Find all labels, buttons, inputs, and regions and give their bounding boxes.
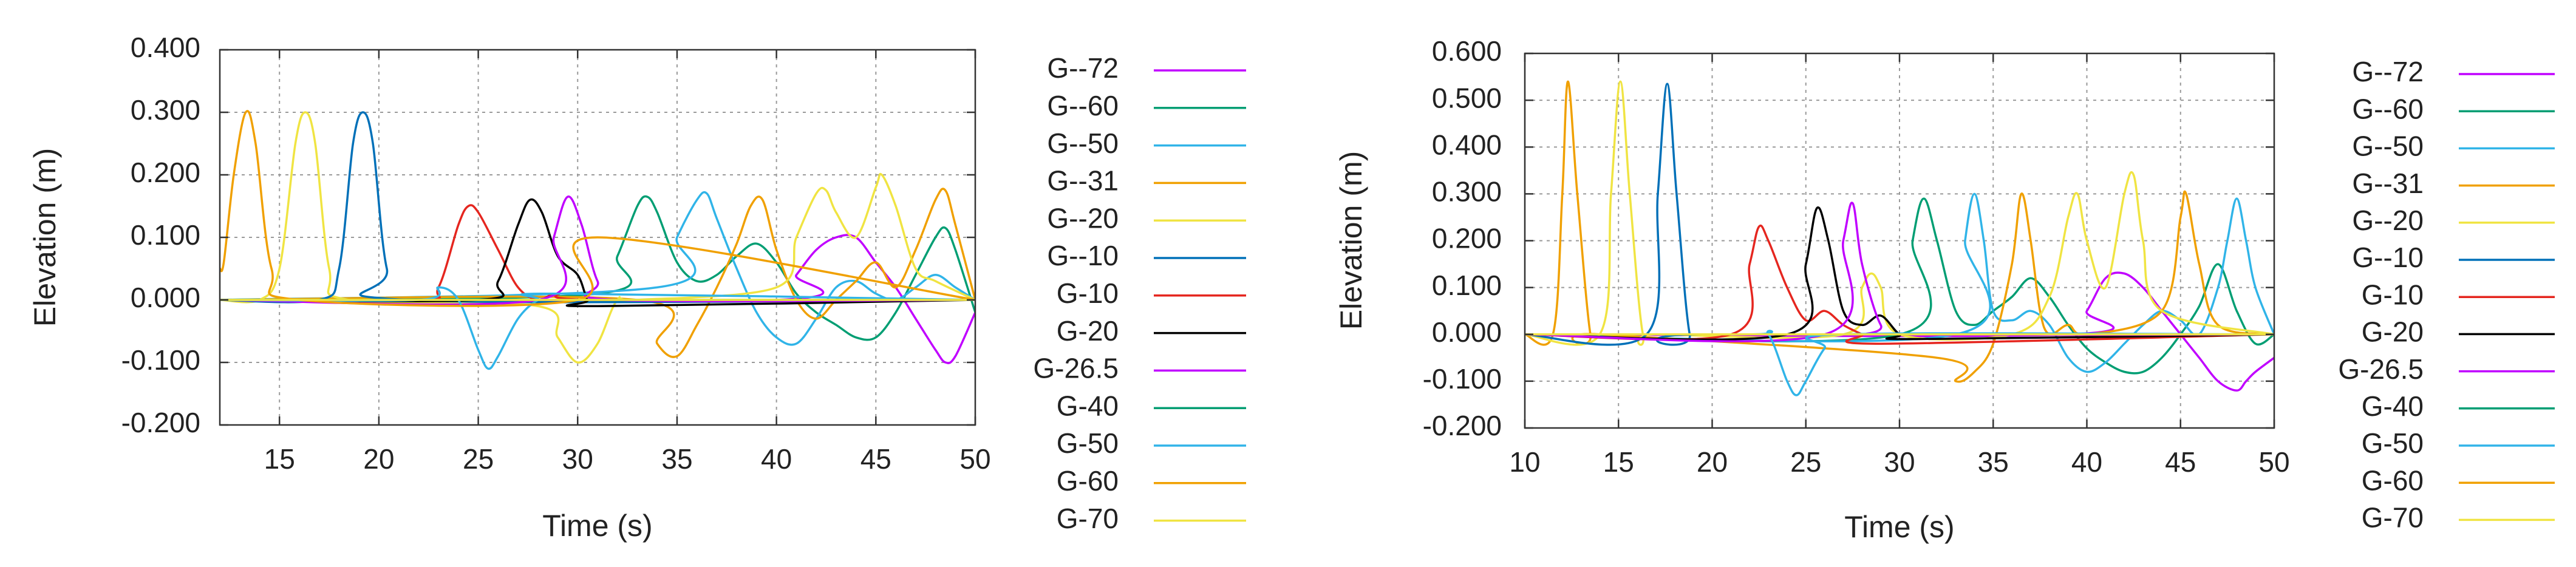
series-line-g-10 <box>1525 225 2274 345</box>
legend-label-g-26-5: G-26.5 <box>1033 353 1119 384</box>
legend-label-g-72: G--72 <box>2352 56 2424 87</box>
y-tick-label: 0.100 <box>131 219 200 251</box>
series-line-g-20 <box>1525 206 2274 341</box>
legend-label-g-20: G--20 <box>1047 202 1119 234</box>
legend-label-g-60: G-60 <box>2362 464 2424 496</box>
y-axis-title: Elevation (m) <box>28 148 62 327</box>
legend-label-g-50: G-50 <box>2362 427 2424 459</box>
legend-label-g-10: G-10 <box>1057 277 1119 309</box>
legend-label-g-60: G--60 <box>1047 90 1119 121</box>
legend-label-g-70: G-70 <box>1057 503 1119 534</box>
y-tick-label: -0.100 <box>1423 363 1502 395</box>
legend-label-g-31: G--31 <box>2352 168 2424 199</box>
chart-panel-right: 10 15 20 25 30 35 40 45 50 -0.200 -0.100 0.000 0.100… <box>1288 0 2576 567</box>
legend-label-g-50: G-50 <box>1057 427 1119 459</box>
legend: G--72 G--60 G--50 G--31 G--20 G--10 G-10 G-20 G-… <box>2338 56 2555 534</box>
y-tick-label: -0.100 <box>121 344 200 376</box>
x-tick-label: 45 <box>2165 446 2196 478</box>
x-tick-label: 35 <box>661 443 692 475</box>
legend-label-g-50: G--50 <box>1047 127 1119 159</box>
x-tick-label: 50 <box>959 443 990 475</box>
y-tick-label: 0.300 <box>131 94 200 126</box>
y-tick-label: -0.200 <box>121 407 200 438</box>
series-line-g-20 <box>1525 80 2274 346</box>
y-tick-label: 0.300 <box>1432 176 1502 208</box>
legend-label-g-50: G--50 <box>2352 131 2424 162</box>
legend-label-g-20: G-20 <box>1057 315 1119 347</box>
grid-lines <box>1525 53 2274 428</box>
legend-label-g-31: G--31 <box>1047 165 1119 197</box>
x-axis-title: Time (s) <box>542 509 652 543</box>
x-tick-label: 15 <box>264 443 295 475</box>
series-group <box>220 110 975 370</box>
y-tick-label: 0.400 <box>1432 129 1502 160</box>
x-tick-label: 30 <box>562 443 593 475</box>
x-tick-label: 10 <box>1509 446 1540 478</box>
y-tick-label: 0.600 <box>1432 35 1502 67</box>
x-tick-label: 20 <box>363 443 394 475</box>
series-line-g-50 <box>220 286 975 370</box>
legend-label-g-72: G--72 <box>1047 52 1119 84</box>
x-tick-label: 25 <box>463 443 494 475</box>
series-line-g-60 <box>220 110 975 307</box>
x-tick-label: 20 <box>1697 446 1728 478</box>
series-line-g-50 <box>220 191 975 346</box>
chart-left: 15 20 25 30 35 40 45 50 -0.200 -0.100 0.000 0.100 0.… <box>28 32 1246 543</box>
series-line-g-31 <box>220 188 975 358</box>
x-tick-label: 25 <box>1790 446 1821 478</box>
x-axis-title: Time (s) <box>1844 510 1954 544</box>
x-tick-label: 50 <box>2258 446 2289 478</box>
chart-panel-left: 15 20 25 30 35 40 45 50 -0.200 -0.100 0.000 0.100 0.… <box>28 32 1246 543</box>
legend-label-g-10: G--10 <box>1047 240 1119 271</box>
y-tick-label: 0.400 <box>131 32 200 63</box>
y-tick-label: 0.000 <box>1432 316 1502 348</box>
y-tick-label: 0.000 <box>131 282 200 313</box>
legend-label-g-40: G-40 <box>2362 390 2424 422</box>
legend-label-g-60: G-60 <box>1057 465 1119 497</box>
legend-label-g-70: G-70 <box>2362 502 2424 534</box>
y-tick-label: 0.500 <box>1432 82 1502 114</box>
y-tick-label: 0.200 <box>1432 223 1502 254</box>
legend-label-g-60: G--60 <box>2352 93 2424 124</box>
y-tick-label: 0.200 <box>131 157 200 188</box>
series-line-g-31 <box>1525 80 2274 383</box>
series-group <box>1525 80 2274 396</box>
y-axis-title: Elevation (m) <box>1334 151 1368 330</box>
legend: G--72 G--60 G--50 G--31 G--20 G--10 G-10 G-20 G-… <box>1033 52 1246 534</box>
legend-label-g-26-5: G-26.5 <box>2338 353 2424 385</box>
legend-label-g-20: G-20 <box>2362 316 2424 348</box>
x-tick-label: 35 <box>1978 446 2009 478</box>
series-line-g-60 <box>220 195 975 341</box>
legend-label-g-10: G-10 <box>2362 279 2424 310</box>
series-line-g-60 <box>1525 197 2274 375</box>
legend-label-g-20: G--20 <box>2352 205 2424 236</box>
legend-label-g-40: G-40 <box>1057 390 1119 421</box>
x-tick-label: 15 <box>1603 446 1634 478</box>
chart-right: 10 15 20 25 30 35 40 45 50 -0.200 -0.100 0.000 0.100… <box>1334 35 2555 544</box>
x-tick-label: 30 <box>1884 446 1915 478</box>
x-tick-label: 40 <box>2071 446 2102 478</box>
x-tick-label: 45 <box>860 443 891 475</box>
legend-label-g-10: G--10 <box>2352 242 2424 273</box>
series-line-g-50 <box>1525 192 2274 373</box>
series-line-g-26-5 <box>220 195 975 306</box>
y-tick-label: -0.200 <box>1423 410 1502 441</box>
series-line-g-20 <box>220 198 975 308</box>
y-tick-label: 0.100 <box>1432 270 1502 301</box>
x-tick-label: 40 <box>761 443 792 475</box>
